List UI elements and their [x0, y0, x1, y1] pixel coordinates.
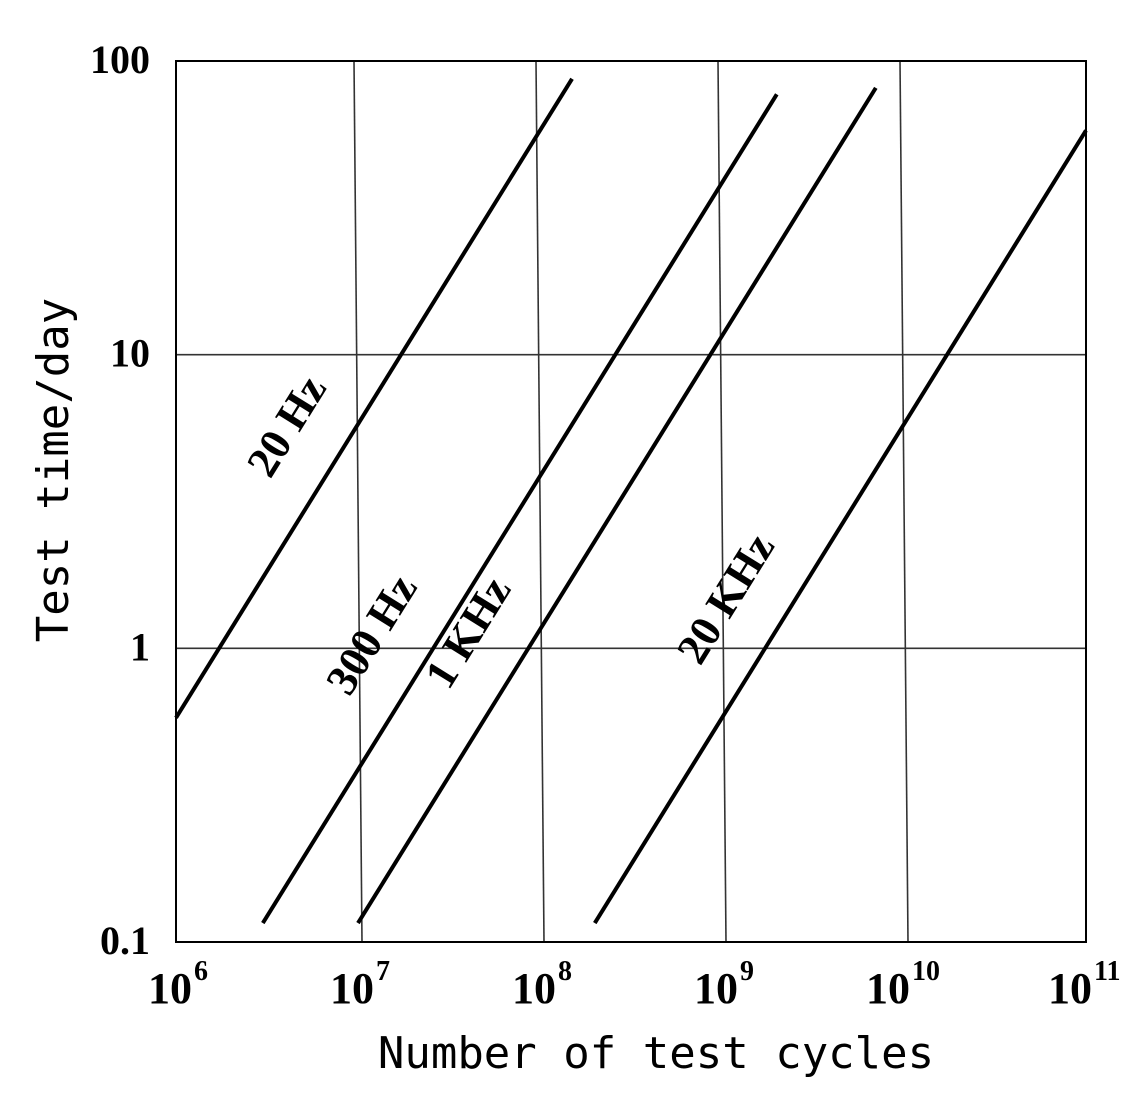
- x-gridline: [535, 60, 545, 943]
- series-label: 20 KHz: [667, 525, 784, 672]
- x-tick-base: 10: [1048, 964, 1092, 1013]
- x-tick-base: 10: [512, 964, 556, 1013]
- grid: [176, 60, 1086, 943]
- x-tick-label: 10 6: [148, 956, 208, 1013]
- y-tick-label: 10: [110, 331, 150, 376]
- x-tick-label: 10 7: [330, 956, 390, 1013]
- y-tick-labels: 0.1 1 10 100: [90, 37, 150, 963]
- series-line: [261, 93, 779, 925]
- x-tick-label: 10 11: [1048, 956, 1120, 1013]
- series-lines: [174, 77, 1088, 925]
- series-line: [174, 77, 574, 719]
- x-tick-base: 10: [694, 964, 738, 1013]
- x-tick-label: 10 10: [866, 956, 940, 1013]
- x-tick-exponent: 6: [194, 956, 208, 987]
- series-label: 20 Hz: [237, 367, 336, 485]
- x-gridline: [899, 60, 909, 943]
- x-tick-exponent: 7: [376, 956, 390, 987]
- x-tick-labels: 10 6 10 7 10 8 10 9 10 10 10 11: [148, 956, 1120, 1013]
- x-tick-base: 10: [866, 964, 910, 1013]
- plot-frame: [175, 60, 1087, 943]
- y-tick-label: 100: [90, 37, 150, 82]
- x-tick-base: 10: [148, 964, 192, 1013]
- x-tick-exponent: 10: [912, 956, 940, 987]
- x-tick-exponent: 11: [1094, 956, 1120, 987]
- x-tick-base: 10: [330, 964, 374, 1013]
- x-tick-exponent: 8: [558, 956, 572, 987]
- x-axis-title: Number of test cycles: [378, 1028, 934, 1079]
- y-tick-label: 0.1: [100, 918, 150, 963]
- x-gridline: [717, 60, 727, 943]
- x-gridline: [353, 60, 363, 943]
- x-tick-exponent: 9: [740, 956, 754, 987]
- series-line: [356, 86, 878, 925]
- x-tick-label: 10 8: [512, 956, 572, 1013]
- y-axis-title: Test time/day: [28, 298, 79, 642]
- series-label: 1 KHz: [415, 568, 520, 697]
- y-tick-label: 1: [130, 624, 150, 669]
- x-tick-label: 10 9: [694, 956, 754, 1013]
- series-line: [593, 129, 1088, 925]
